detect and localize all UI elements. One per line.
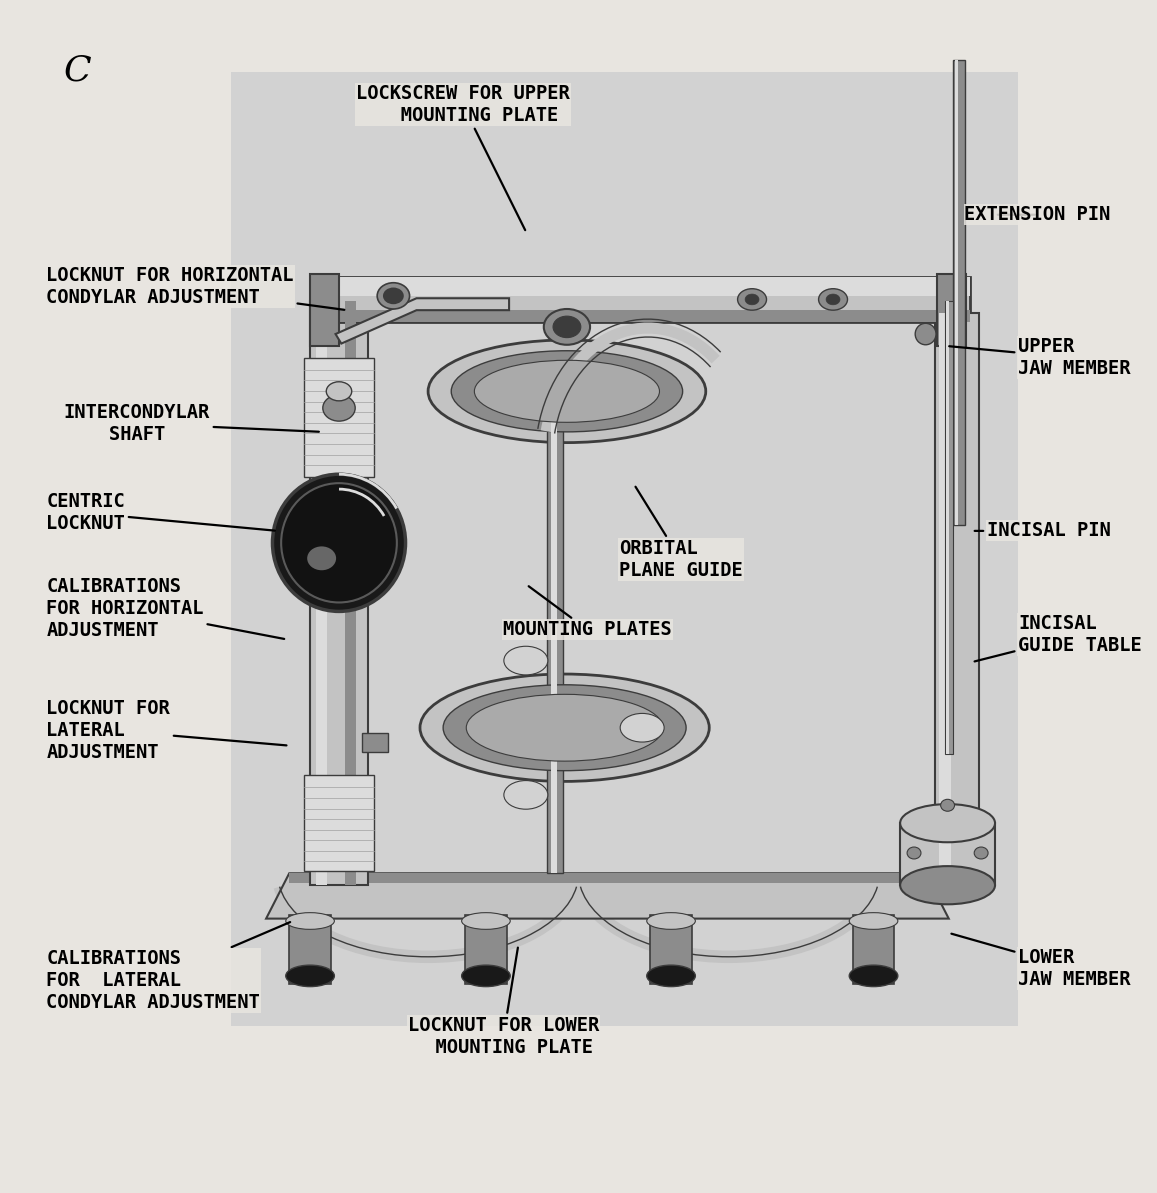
Ellipse shape [451, 351, 683, 432]
Ellipse shape [474, 360, 659, 422]
Ellipse shape [308, 546, 336, 570]
Bar [304, 775, 374, 871]
Bar [465, 915, 507, 984]
Text: C: C [64, 54, 91, 87]
Ellipse shape [941, 799, 955, 811]
Polygon shape [266, 873, 949, 919]
Ellipse shape [281, 483, 397, 602]
Text: INTERCONDYLAR
    SHAFT: INTERCONDYLAR SHAFT [64, 403, 319, 444]
Bar [310, 310, 970, 322]
Ellipse shape [286, 913, 334, 929]
Bar [945, 301, 953, 754]
Text: LOWER
JAW MEMBER: LOWER JAW MEMBER [951, 934, 1130, 989]
Text: LOCKNUT FOR HORIZONTAL
CONDYLAR ADJUSTMENT: LOCKNUT FOR HORIZONTAL CONDYLAR ADJUSTME… [46, 266, 345, 310]
Ellipse shape [907, 847, 921, 859]
Ellipse shape [503, 647, 547, 675]
Ellipse shape [647, 965, 695, 987]
Ellipse shape [466, 694, 663, 761]
Ellipse shape [383, 288, 404, 304]
Bar [289, 915, 331, 984]
Bar [650, 915, 692, 984]
Bar [310, 274, 339, 346]
Ellipse shape [849, 913, 898, 929]
Bar [853, 915, 894, 984]
Bar [362, 733, 388, 752]
Ellipse shape [745, 293, 759, 305]
Polygon shape [289, 873, 926, 883]
Text: CENTRIC
LOCKNUT: CENTRIC LOCKNUT [46, 493, 275, 533]
Bar [345, 301, 356, 885]
Ellipse shape [503, 780, 547, 809]
Text: CALIBRATIONS
FOR HORIZONTAL
ADJUSTMENT: CALIBRATIONS FOR HORIZONTAL ADJUSTMENT [46, 577, 285, 639]
Ellipse shape [900, 866, 995, 904]
Polygon shape [336, 298, 509, 344]
Ellipse shape [272, 474, 406, 611]
Ellipse shape [443, 685, 686, 771]
Ellipse shape [377, 283, 410, 309]
Text: INCISAL
GUIDE TABLE: INCISAL GUIDE TABLE [974, 614, 1142, 661]
Bar [231, 72, 1018, 1026]
Bar [310, 301, 368, 885]
Ellipse shape [900, 804, 995, 842]
Ellipse shape [974, 847, 988, 859]
Ellipse shape [428, 340, 706, 443]
Bar [935, 313, 979, 885]
Bar [547, 402, 563, 873]
Text: UPPER
JAW MEMBER: UPPER JAW MEMBER [949, 338, 1130, 378]
Text: LOCKNUT FOR
LATERAL
ADJUSTMENT: LOCKNUT FOR LATERAL ADJUSTMENT [46, 699, 287, 761]
Bar [955, 60, 958, 525]
Text: LOCKSCREW FOR UPPER
   MOUNTING PLATE: LOCKSCREW FOR UPPER MOUNTING PLATE [356, 85, 569, 230]
Ellipse shape [462, 913, 510, 929]
Ellipse shape [738, 289, 767, 310]
Polygon shape [900, 823, 995, 885]
Ellipse shape [647, 913, 695, 929]
Bar [953, 60, 965, 525]
Ellipse shape [462, 965, 510, 987]
Bar [946, 301, 949, 754]
Ellipse shape [323, 395, 355, 421]
Bar [310, 277, 970, 322]
Ellipse shape [849, 965, 898, 987]
Bar [316, 301, 327, 885]
Text: ORBITAL
PLANE GUIDE: ORBITAL PLANE GUIDE [619, 487, 743, 580]
Text: MOUNTING PLATES: MOUNTING PLATES [503, 586, 672, 639]
Ellipse shape [553, 316, 581, 338]
Text: INCISAL PIN: INCISAL PIN [974, 521, 1111, 540]
Ellipse shape [620, 713, 664, 742]
Bar [304, 358, 374, 477]
Bar [937, 274, 966, 346]
Ellipse shape [286, 965, 334, 987]
Text: LOCKNUT FOR LOWER
  MOUNTING PLATE: LOCKNUT FOR LOWER MOUNTING PLATE [407, 947, 599, 1057]
Ellipse shape [819, 289, 847, 310]
Ellipse shape [326, 382, 352, 401]
Text: CALIBRATIONS
FOR  LATERAL
CONDYLAR ADJUSTMENT: CALIBRATIONS FOR LATERAL CONDYLAR ADJUST… [46, 922, 290, 1012]
Ellipse shape [544, 309, 590, 345]
Bar [310, 277, 970, 296]
Bar [939, 313, 951, 885]
Ellipse shape [826, 293, 840, 305]
Text: EXTENSION PIN: EXTENSION PIN [965, 205, 1111, 224]
Ellipse shape [915, 323, 936, 345]
Bar [551, 402, 557, 873]
Ellipse shape [420, 674, 709, 781]
